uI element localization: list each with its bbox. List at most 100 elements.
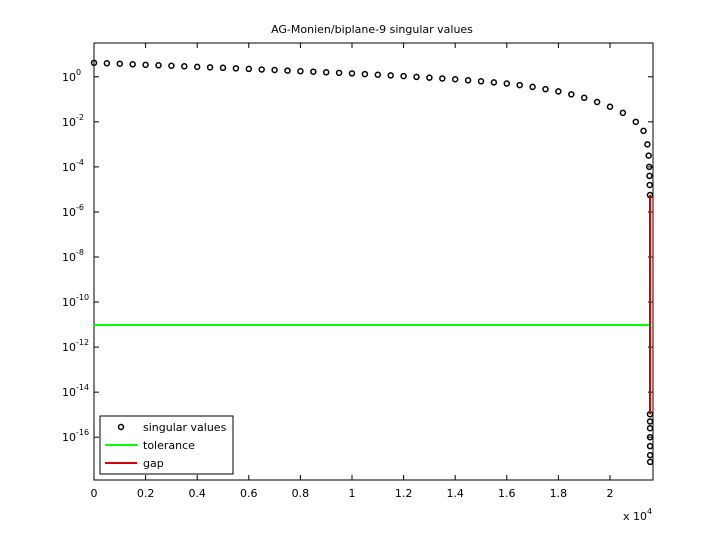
legend-label: singular values <box>143 421 227 434</box>
y-tick-base: 10 <box>62 71 76 84</box>
data-point <box>335 69 343 77</box>
data-point <box>413 73 420 81</box>
data-point <box>284 67 291 74</box>
data-point <box>529 83 536 91</box>
data-point <box>568 91 575 98</box>
data-point <box>593 98 601 106</box>
y-tick-base: 10 <box>62 251 76 264</box>
x-tick-label: 0.8 <box>292 487 310 500</box>
data-point <box>168 62 175 69</box>
data-point <box>451 76 459 83</box>
y-tick-label: 10-12 <box>62 338 89 354</box>
y-tick-base: 10 <box>62 296 76 309</box>
y-tick-base: 10 <box>62 386 76 399</box>
data-point <box>464 77 472 84</box>
data-point <box>426 74 433 81</box>
plot-frame <box>93 42 654 481</box>
y-tick-base: 10 <box>62 431 76 444</box>
y-tick-label: 10-10 <box>62 293 89 309</box>
data-point <box>348 70 356 77</box>
data-point <box>645 163 653 171</box>
y-tick-exponent: -8 <box>76 248 84 257</box>
y-tick-label: 10-4 <box>62 158 84 174</box>
chart-title: AG-Monien/biplane-9 singular values <box>271 23 473 36</box>
legend-marker <box>117 423 125 431</box>
legend-label: gap <box>143 457 164 470</box>
data-point <box>129 61 136 68</box>
y-tick-exponent: -12 <box>76 338 89 347</box>
y-tick-base: 10 <box>62 116 76 129</box>
data-point <box>503 80 511 87</box>
y-tick-label: 10-16 <box>62 428 89 444</box>
y-tick-exponent: 0 <box>76 68 81 77</box>
y-tick-label: 10-8 <box>62 248 84 264</box>
y-tick-exponent: -16 <box>76 428 89 437</box>
data-point <box>374 71 382 79</box>
y-tick-base: 10 <box>62 161 76 174</box>
data-point <box>181 63 188 70</box>
data-point <box>646 433 654 441</box>
data-point <box>439 75 446 82</box>
data-point <box>245 65 253 73</box>
legend-label: tolerance <box>143 439 195 452</box>
x-tick-label: 0.6 <box>240 487 258 500</box>
data-point <box>142 61 149 69</box>
y-tick-label: 10-2 <box>62 113 84 129</box>
x-multiplier: x 104 <box>623 507 652 523</box>
data-point <box>310 68 317 75</box>
y-tick-exponent: -4 <box>76 158 84 167</box>
data-point <box>477 78 485 85</box>
x-tick-label: 1 <box>348 487 355 500</box>
x-tick-label: 0 <box>91 487 98 500</box>
y-tick-exponent: -10 <box>76 293 89 302</box>
data-point <box>640 127 647 135</box>
data-point <box>646 451 654 459</box>
x-tick-label: 1.8 <box>550 487 568 500</box>
y-tick-exponent: -14 <box>76 383 89 392</box>
y-tick-base: 10 <box>62 206 76 219</box>
data-point <box>116 60 124 67</box>
data-point <box>322 69 330 76</box>
data-point <box>206 64 214 71</box>
data-point <box>90 59 98 67</box>
data-point <box>646 418 654 425</box>
x-tick-label: 2 <box>606 487 613 500</box>
data-point <box>297 67 304 75</box>
y-tick-label: 10-6 <box>62 203 84 219</box>
data-point <box>103 60 111 67</box>
data-point <box>646 424 654 432</box>
x-tick-label: 0.4 <box>188 487 206 500</box>
data-point <box>219 64 227 72</box>
data-point <box>646 442 654 450</box>
data-point <box>258 66 265 73</box>
data-point <box>555 88 562 95</box>
data-point <box>644 141 651 148</box>
y-tick-label: 10-14 <box>62 383 89 399</box>
data-point <box>271 66 278 74</box>
data-point <box>155 62 162 69</box>
y-tick-label: 100 <box>62 68 81 84</box>
x-tick-label: 1.6 <box>498 487 516 500</box>
x-tick-label: 1.2 <box>395 487 413 500</box>
data-point <box>632 118 640 126</box>
x-tick-label: 0.2 <box>137 487 155 500</box>
data-point <box>606 103 614 110</box>
data-point <box>193 63 201 71</box>
data-point <box>646 458 654 466</box>
data-point <box>542 85 549 93</box>
data-point <box>400 72 407 80</box>
y-tick-exponent: -6 <box>76 203 84 212</box>
data-point <box>387 72 394 79</box>
data-point <box>646 172 653 180</box>
data-point <box>490 79 498 86</box>
data-point <box>619 109 627 117</box>
x-tick-label: 1.4 <box>446 487 464 500</box>
data-point <box>361 70 369 78</box>
y-tick-exponent: -2 <box>76 113 84 122</box>
data-point <box>232 65 240 72</box>
data-point <box>646 181 653 189</box>
y-tick-base: 10 <box>62 341 76 354</box>
data-point <box>516 81 523 89</box>
data-point <box>580 94 588 102</box>
